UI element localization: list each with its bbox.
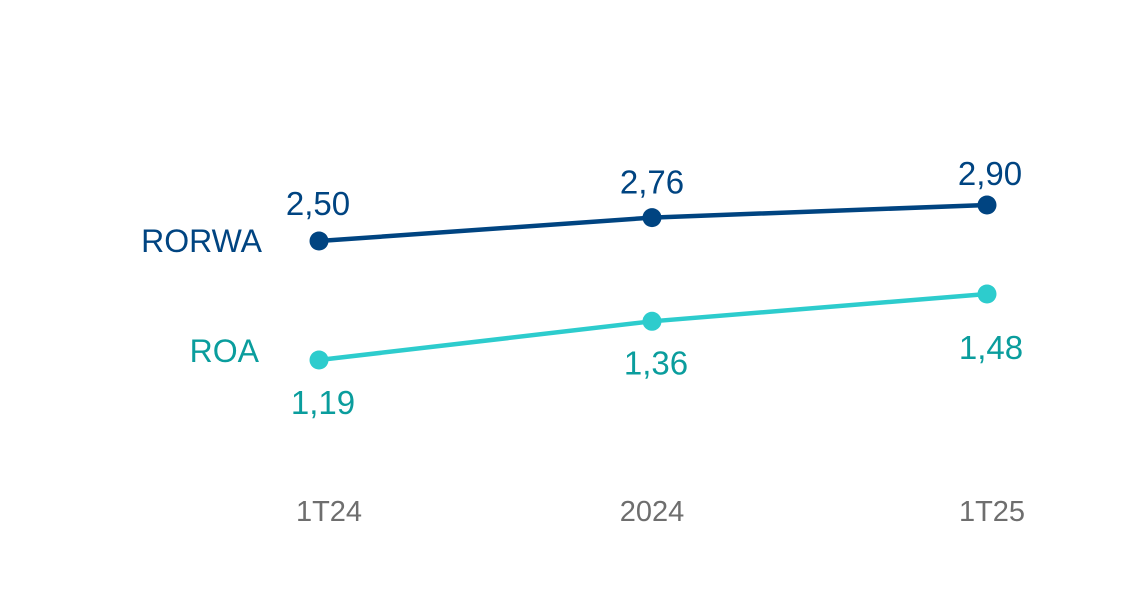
data-point-rorwa-2024 [642, 208, 662, 228]
data-point-roa-1T24 [309, 350, 329, 370]
data-label-rorwa-2024: 2,76 [620, 164, 684, 201]
data-point-rorwa-1T24 [309, 231, 329, 251]
data-label-roa-1T25: 1,48 [959, 329, 1023, 366]
data-point-rorwa-1T25 [977, 195, 997, 215]
data-label-rorwa-1T24: 2,50 [286, 185, 350, 222]
series-rorwa: RORWA 2,50 2,76 2,90 [141, 155, 1022, 259]
x-tick-label-1T24: 1T24 [296, 496, 362, 528]
data-label-roa-2024: 1,36 [624, 344, 688, 381]
x-tick-label-1T25: 1T25 [959, 496, 1025, 528]
series-label-roa: ROA [190, 333, 260, 369]
series-label-rorwa: RORWA [141, 223, 263, 259]
series-roa: ROA 1,19 1,36 1,48 [190, 284, 1023, 421]
data-point-roa-2024 [642, 311, 662, 331]
data-label-roa-1T24: 1,19 [291, 384, 355, 421]
x-axis: 1T24 2024 1T25 [296, 496, 1025, 528]
data-label-rorwa-1T25: 2,90 [958, 155, 1022, 192]
data-point-roa-1T25 [977, 284, 997, 304]
x-tick-label-2024: 2024 [620, 496, 685, 528]
